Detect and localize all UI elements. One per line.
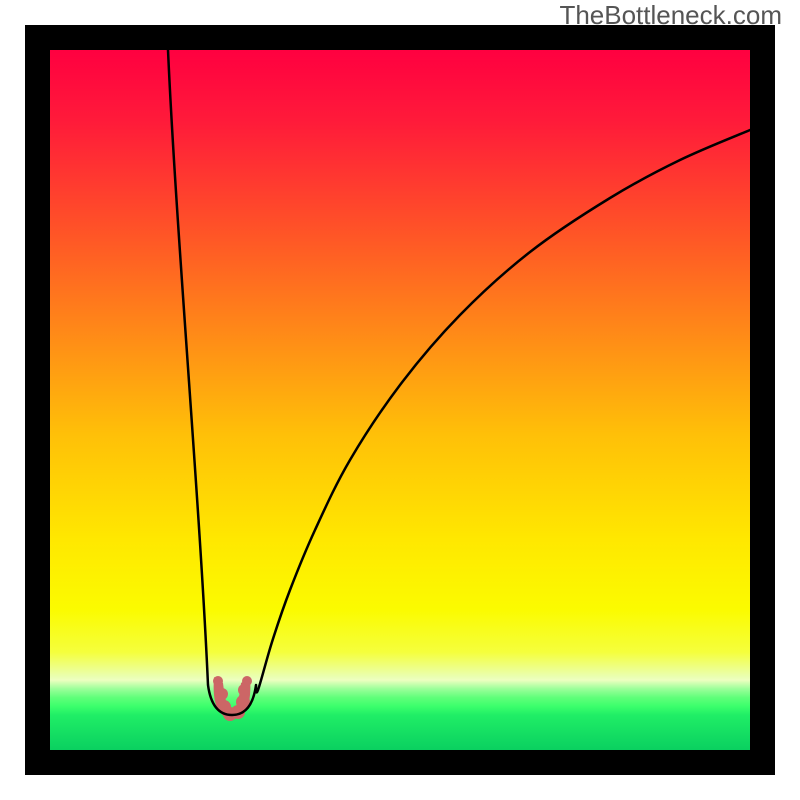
chart-gradient-background	[50, 50, 750, 750]
chart-container: TheBottleneck.com	[0, 0, 800, 800]
watermark-text: TheBottleneck.com	[559, 0, 782, 31]
